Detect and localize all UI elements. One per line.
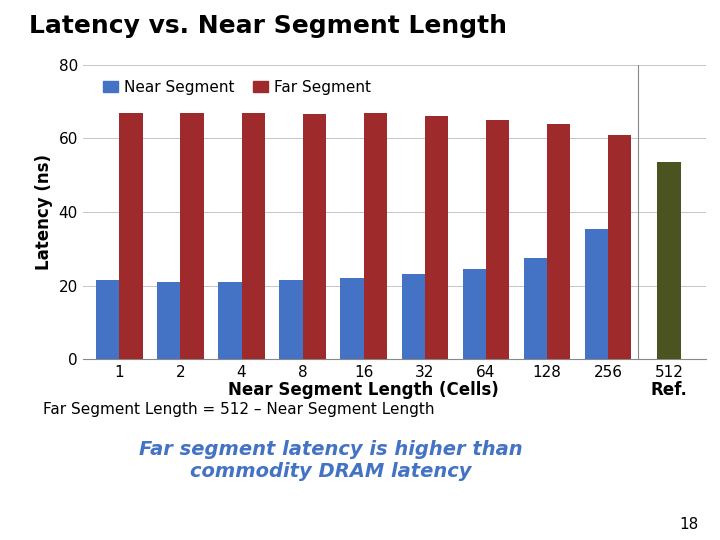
Bar — [157, 282, 181, 359]
Legend: Near Segment, Far Segment: Near Segment, Far Segment — [96, 74, 377, 101]
Text: Ref.: Ref. — [651, 381, 688, 399]
Bar — [425, 116, 448, 359]
Bar — [181, 113, 204, 359]
Text: Far Segment Length = 512 – Near Segment Length: Far Segment Length = 512 – Near Segment … — [43, 402, 435, 417]
Y-axis label: Latency (ns): Latency (ns) — [35, 154, 53, 270]
Bar — [120, 113, 143, 359]
Bar — [486, 120, 509, 359]
Bar — [608, 134, 631, 359]
Bar — [279, 280, 302, 359]
Text: Latency vs. Near Segment Length: Latency vs. Near Segment Length — [29, 14, 507, 37]
Bar — [402, 274, 425, 359]
Bar — [364, 113, 387, 359]
Text: Far segment latency is higher than
commodity DRAM latency: Far segment latency is higher than commo… — [140, 440, 523, 481]
Bar — [585, 228, 608, 359]
Bar — [96, 280, 120, 359]
Bar — [547, 124, 570, 359]
Bar — [218, 282, 241, 359]
Bar — [341, 278, 364, 359]
Bar — [241, 113, 265, 359]
Bar — [302, 114, 326, 359]
Bar — [523, 258, 547, 359]
Text: 18: 18 — [679, 517, 698, 532]
Bar — [462, 269, 486, 359]
Bar — [657, 163, 680, 359]
Text: Near Segment Length (Cells): Near Segment Length (Cells) — [228, 381, 499, 399]
